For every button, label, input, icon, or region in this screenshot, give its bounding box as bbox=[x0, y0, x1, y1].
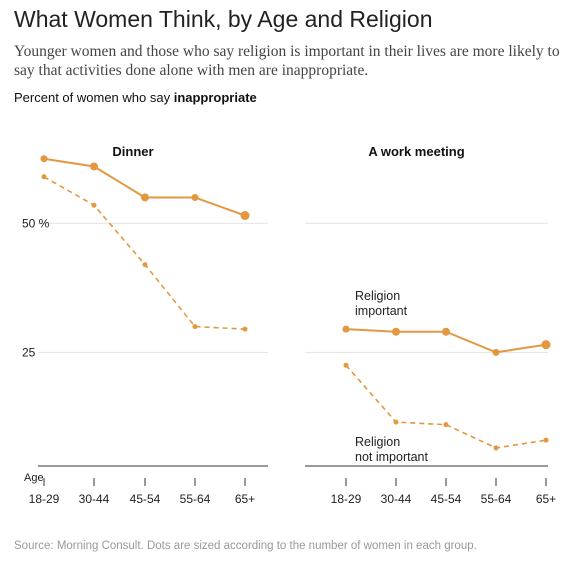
chart-title: What Women Think, by Age and Religion bbox=[14, 6, 433, 32]
x-tick-label-55-64: 55-64 bbox=[481, 492, 512, 506]
point-religion-not-important-30-44 bbox=[91, 202, 97, 208]
point-religion-not-important-18-29 bbox=[41, 174, 47, 180]
measure-label-prefix: Percent of women who say bbox=[14, 90, 174, 105]
point-religion-not-important-30-44 bbox=[393, 419, 399, 425]
panel-dinner: Dinner 50 % 25 Age 18-29 30-44 45-54 55-64 65+ bbox=[22, 144, 268, 506]
point-religion-important-55-64 bbox=[492, 348, 500, 356]
x-axis-label: Age bbox=[24, 472, 44, 484]
point-religion-not-important-55-64 bbox=[493, 445, 499, 451]
x-tick-label-30-44: 30-44 bbox=[381, 492, 412, 506]
point-religion-not-important-18-29 bbox=[343, 362, 349, 368]
x-tick-label-45-54: 45-54 bbox=[130, 492, 161, 506]
x-tick-label-30-44: 30-44 bbox=[79, 492, 110, 506]
source-note: Source: Morning Consult. Dots are sized … bbox=[14, 540, 477, 552]
point-religion-not-important-45-54 bbox=[142, 262, 148, 268]
point-religion-not-important-45-54 bbox=[443, 422, 449, 428]
annotation-religion-important: Religion important bbox=[355, 289, 408, 318]
y-tick-label: 25 bbox=[22, 345, 36, 359]
point-religion-important-18-29 bbox=[40, 155, 48, 163]
series-annotations: Religion important Religion not important bbox=[355, 289, 428, 464]
point-religion-important-30-44 bbox=[392, 327, 400, 336]
point-religion-important-45-54 bbox=[141, 193, 149, 202]
panel-title: Dinner bbox=[112, 144, 153, 159]
panel-title: A work meeting bbox=[368, 144, 464, 159]
x-tick-label-65: 65+ bbox=[536, 492, 556, 506]
measure-label: Percent of women who say inappropriate bbox=[14, 90, 257, 105]
series-line-religion-important bbox=[43, 157, 246, 217]
annotation-religion-not-important: Religion not important bbox=[355, 435, 428, 464]
point-religion-important-18-29 bbox=[342, 325, 350, 333]
point-religion-important-30-44 bbox=[90, 162, 98, 171]
point-religion-important-65 bbox=[240, 211, 250, 221]
point-religion-important-45-54 bbox=[442, 327, 450, 336]
point-religion-important-55-64 bbox=[191, 193, 199, 201]
x-tick-label-65: 65+ bbox=[235, 492, 255, 506]
point-religion-not-important-65 bbox=[242, 326, 248, 332]
x-tick-label-45-54: 45-54 bbox=[431, 492, 462, 506]
point-religion-not-important-65 bbox=[543, 437, 549, 443]
point-religion-important-65 bbox=[541, 340, 551, 350]
point-religion-not-important-55-64 bbox=[192, 324, 198, 330]
x-tick-label-18-29: 18-29 bbox=[331, 492, 362, 506]
x-tick-label-55-64: 55-64 bbox=[180, 492, 211, 506]
measure-label-bold: inappropriate bbox=[173, 90, 257, 105]
chart-subtitle: Younger women and those who say religion… bbox=[14, 43, 560, 79]
panel-work-meeting: A work meeting 18-29 30-44 45-54 55-64 65+ bbox=[305, 144, 556, 506]
y-tick-label: 50 % bbox=[22, 216, 50, 230]
x-tick-label-18-29: 18-29 bbox=[29, 492, 60, 506]
